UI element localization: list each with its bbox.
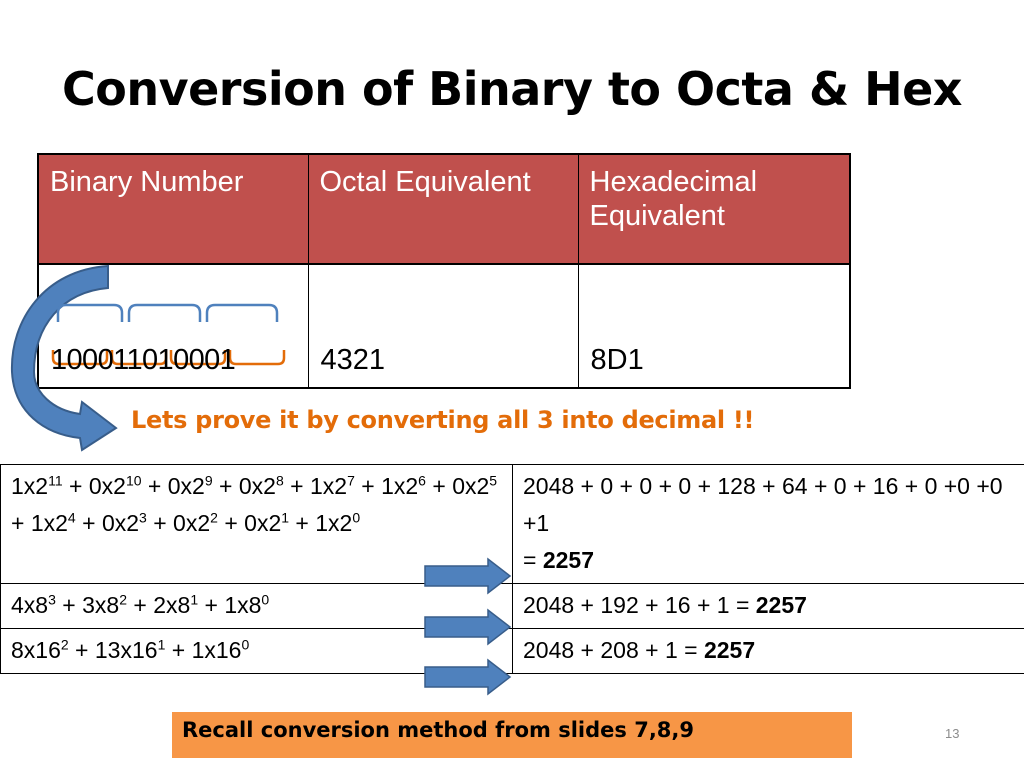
conversion-header-row: Binary Number Octal Equivalent Hexadecim…	[38, 154, 851, 265]
term-base: 1x8	[224, 592, 262, 618]
term-exponent: 2	[60, 636, 69, 653]
header-binary-number: Binary Number	[38, 154, 309, 265]
page-number: 13	[945, 726, 960, 741]
power-term: 8x162	[11, 637, 69, 663]
octal-decimal-result: 2048 + 192 + 16 + 1 = 2257	[512, 583, 1024, 629]
power-term: 3x82	[82, 592, 127, 618]
slide-title: Conversion of Binary to Octa & Hex	[62, 62, 962, 116]
term-exponent: 7	[347, 472, 355, 489]
term-exponent: 5	[489, 472, 498, 489]
term-exponent: 3	[48, 591, 56, 608]
term-base: 0x2	[88, 473, 126, 499]
term-exponent: 0	[352, 509, 361, 526]
conversion-table: Binary Number Octal Equivalent Hexadecim…	[37, 153, 851, 389]
term-base: 1x2	[30, 510, 68, 536]
power-term: 0x29	[168, 473, 213, 499]
term-base: 0x2	[173, 510, 211, 536]
binary-sum: 2048 + 0 + 0 + 0 + 128 + 64 + 0 + 16 + 0…	[523, 473, 1003, 536]
power-term: 0x25	[452, 473, 497, 499]
term-exponent: 1	[190, 591, 199, 608]
term-base: 2x8	[153, 592, 191, 618]
term-base: 1x2	[381, 473, 419, 499]
term-exponent: 0	[261, 591, 270, 608]
term-base: 0x2	[101, 510, 140, 536]
octal-decimal-value: 2257	[755, 592, 807, 618]
term-base: 0x2	[244, 510, 282, 536]
power-term: 1x160	[192, 637, 250, 663]
term-exponent: 3	[139, 509, 147, 526]
proof-row-hex: 8x162 + 13x161 + 1x160 2048 + 208 + 1 = …	[0, 628, 1024, 674]
proof-row-octal: 4x83 + 3x82 + 2x81 + 1x80 2048 + 192 + 1…	[0, 583, 1024, 629]
term-base: 1x16	[191, 637, 242, 663]
binary-value-cell: 100011010001	[38, 264, 309, 388]
term-base: 3x8	[82, 592, 120, 618]
term-exponent: 2	[210, 509, 218, 526]
binary-decimal-result: 2048 + 0 + 0 + 0 + 128 + 64 + 0 + 16 + 0…	[512, 464, 1024, 584]
term-exponent: 8	[275, 472, 284, 489]
term-exponent: 0	[241, 636, 250, 653]
power-term: 0x210	[89, 473, 142, 499]
term-exponent: 6	[418, 472, 426, 489]
binary-equals: =	[523, 547, 543, 573]
term-base: 1x2	[11, 473, 49, 499]
power-term: 2x81	[153, 592, 198, 618]
power-term: 13x161	[95, 637, 165, 663]
header-hex-equivalent: Hexadecimal Equivalent	[578, 154, 851, 265]
hex-decimal-value: 2257	[703, 637, 756, 663]
header-octal-equivalent: Octal Equivalent	[308, 154, 579, 265]
term-base: 0x2	[238, 473, 276, 499]
power-term: 1x24	[31, 510, 76, 536]
power-term: 1x20	[315, 510, 360, 536]
power-term: 0x28	[239, 473, 284, 499]
conversion-value-row: 100011010001 4321 8D1	[38, 264, 851, 388]
prove-instruction: Lets prove it by converting all 3 into d…	[131, 406, 755, 434]
proof-row-binary: 1x211 + 0x210 + 0x29 + 0x28 + 1x27 + 1x2…	[0, 464, 1024, 584]
term-exponent: 2	[119, 591, 127, 608]
hex-value: 8D1	[578, 264, 851, 388]
power-term: 4x83	[11, 592, 56, 618]
binary-decimal-value: 2257	[542, 547, 594, 573]
power-term: 0x21	[244, 510, 289, 536]
binary-expansion: 1x211 + 0x210 + 0x29 + 0x28 + 1x27 + 1x2…	[0, 464, 513, 584]
term-base: 0x2	[167, 473, 205, 499]
term-base: 0x2	[452, 473, 490, 499]
proof-table: 1x211 + 0x210 + 0x29 + 0x28 + 1x27 + 1x2…	[0, 464, 1024, 674]
recall-note: Recall conversion method from slides 7,8…	[172, 712, 852, 758]
power-term: 0x23	[102, 510, 147, 536]
term-exponent: 11	[48, 472, 63, 489]
term-exponent: 4	[67, 509, 76, 526]
binary-value: 100011010001	[51, 344, 236, 376]
power-term: 1x26	[381, 473, 426, 499]
term-base: 8x16	[11, 637, 61, 663]
term-base: 13x16	[94, 637, 158, 663]
power-term: 1x27	[310, 473, 355, 499]
term-exponent: 1	[157, 636, 166, 653]
octal-expansion: 4x83 + 3x82 + 2x81 + 1x80	[0, 583, 513, 629]
hex-sum: 2048 + 208 + 1 =	[523, 637, 704, 663]
term-exponent: 9	[204, 472, 213, 489]
term-base: 1x2	[309, 473, 348, 499]
power-term: 1x211	[11, 473, 63, 499]
octal-value: 4321	[308, 264, 579, 388]
power-term: 0x22	[173, 510, 218, 536]
term-base: 1x2	[315, 510, 353, 536]
power-term: 1x80	[224, 592, 269, 618]
octal-sum: 2048 + 192 + 16 + 1 =	[523, 592, 756, 618]
hex-decimal-result: 2048 + 208 + 1 = 2257	[512, 628, 1024, 674]
hex-expansion: 8x162 + 13x161 + 1x160	[0, 628, 513, 674]
term-exponent: 1	[281, 509, 290, 526]
term-exponent: 10	[125, 472, 142, 489]
term-base: 4x8	[11, 592, 49, 618]
